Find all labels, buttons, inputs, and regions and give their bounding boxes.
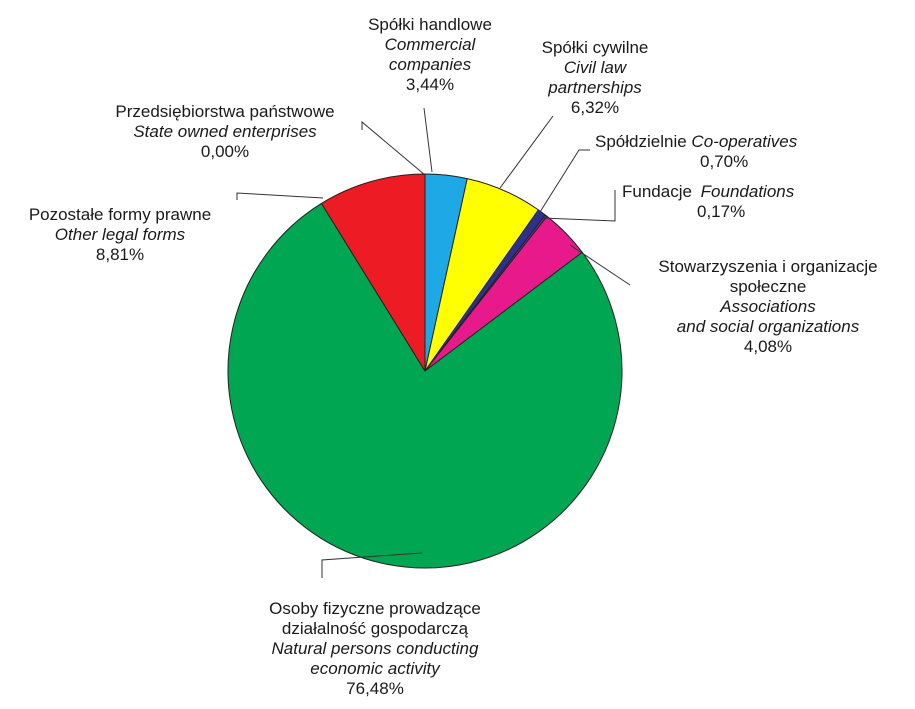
label-title-row: Fundacje Foundations <box>622 182 852 202</box>
label-value: 8,81% <box>95 245 145 264</box>
label-foundations: Fundacje Foundations 0,17% <box>622 182 852 222</box>
label-en-line1: Civil law <box>563 58 627 77</box>
label-pl-line2: społeczne <box>729 277 807 296</box>
label-pl: Przedsiębiorstwa państwowe <box>115 102 335 121</box>
label-value: 3,44% <box>405 75 455 94</box>
leader-line-cooperatives <box>539 149 590 213</box>
label-value: 0,70% <box>700 152 749 171</box>
label-pl-line1: Stowarzyszenia i organizacje <box>658 257 878 276</box>
label-pl: Pozostałe formy prawne <box>28 205 212 224</box>
label-en: Foundations <box>700 182 795 201</box>
label-en: Co-operatives <box>691 132 798 151</box>
label-value: 76,48% <box>346 679 404 698</box>
label-pl: Fundacje <box>622 182 692 201</box>
label-natural-persons: Osoby fizyczne prowadzące działalność go… <box>230 599 520 699</box>
label-value: 0,17% <box>697 202 746 221</box>
label-value: 6,32% <box>570 98 620 117</box>
leader-line-other <box>236 192 324 200</box>
leader-line-state <box>361 120 426 176</box>
leader-line-commercial <box>423 107 433 173</box>
pie-slice-5 <box>227 202 623 569</box>
label-pl-line1: Osoby fizyczne prowadzące <box>269 599 481 618</box>
label-en-line2: partnerships <box>548 78 642 97</box>
label-value: 0,00% <box>200 142 250 161</box>
label-value: 4,08% <box>743 337 793 356</box>
label-en: Other legal forms <box>54 225 186 244</box>
label-en-line1: Commercial <box>384 35 476 54</box>
label-en-line1: Natural persons conducting <box>271 639 479 658</box>
label-pl: Spółki cywilne <box>541 38 649 57</box>
label-en: State owned enterprises <box>133 122 317 141</box>
label-title-row: Spółdzielnie Co-operatives <box>595 132 865 152</box>
label-pl: Spółki handlowe <box>368 15 492 34</box>
label-commercial-companies: Spółki handlowe Commercial companies 3,4… <box>345 15 515 95</box>
leader-line-foundations <box>542 190 616 222</box>
label-en-line2: companies <box>388 55 472 74</box>
leader-line-associations <box>569 244 631 286</box>
label-en-line1: Associations <box>720 297 816 316</box>
pie-slice-6 <box>320 173 426 372</box>
leader-line-natural-persons <box>321 552 423 578</box>
label-other-legal-forms: Pozostałe formy prawne Other legal forms… <box>5 205 235 265</box>
label-state-owned-enterprises: Przedsiębiorstwa państwowe State owned e… <box>80 102 370 162</box>
label-associations: Stowarzyszenia i organizacje społeczne A… <box>628 257 908 357</box>
label-co-operatives: Spółdzielnie Co-operatives 0,70% <box>595 132 865 172</box>
label-civil-law-partnerships: Spółki cywilne Civil law partnerships 6,… <box>525 38 665 118</box>
label-pl: Spółdzielnie <box>595 132 687 151</box>
label-pl-line2: działalność gospodarczą <box>281 619 469 638</box>
label-en-line2: and social organizations <box>676 317 860 336</box>
leader-line-civil <box>499 115 554 189</box>
label-en-line2: economic activity <box>310 659 440 678</box>
